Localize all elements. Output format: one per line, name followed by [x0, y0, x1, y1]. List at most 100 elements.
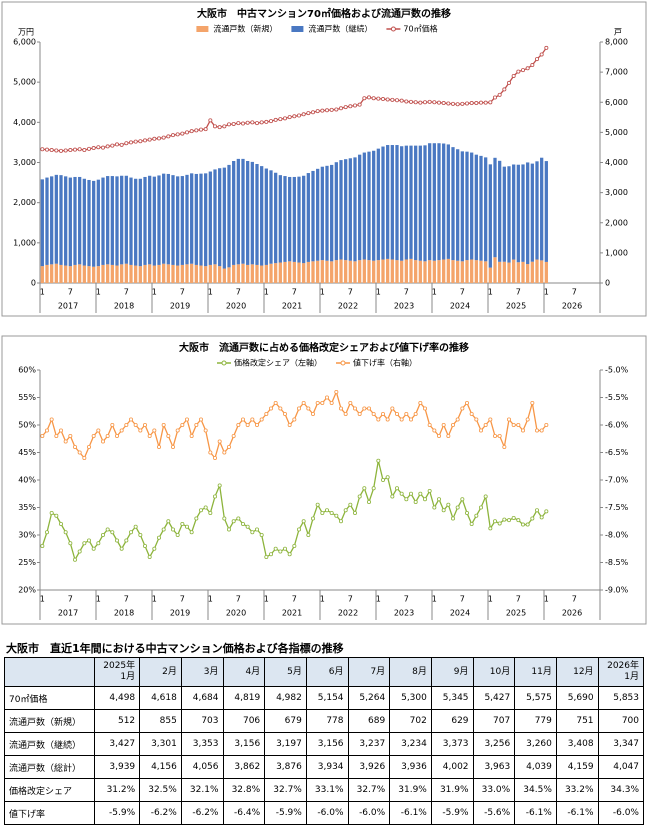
point [101, 439, 106, 444]
bar [474, 154, 478, 261]
point [310, 411, 315, 416]
point [422, 497, 427, 502]
point [184, 130, 189, 135]
bar [474, 260, 478, 283]
table-cell: 3,197 [264, 732, 307, 756]
point [180, 522, 185, 527]
point [82, 541, 87, 546]
point [385, 97, 390, 102]
bar [516, 262, 520, 283]
point [525, 66, 530, 71]
bar [302, 175, 306, 264]
point [268, 406, 273, 411]
table-cell: -6.1% [514, 801, 557, 825]
bar [120, 175, 124, 265]
row-label: 価格改定シェア [4, 778, 95, 802]
bar [456, 260, 460, 283]
bar [325, 165, 329, 261]
bar [442, 143, 446, 260]
x-tick-label: 1 [208, 288, 213, 297]
point [441, 101, 446, 106]
bar [484, 157, 488, 262]
y2-tick-label: 0 [605, 279, 610, 288]
table-cell: 3,427 [93, 732, 141, 756]
table-cell: 5,690 [555, 686, 599, 710]
bar [348, 260, 352, 283]
bar [339, 160, 343, 260]
column-header: 6月 [305, 657, 349, 687]
point [362, 406, 367, 411]
x-tick-label: 1 [208, 595, 213, 604]
point [49, 417, 54, 422]
point [366, 406, 371, 411]
point [362, 486, 367, 491]
bar [204, 173, 208, 267]
point [292, 417, 297, 422]
y2-tick-label: 7,000 [605, 68, 628, 77]
column-header: 9月 [430, 657, 474, 687]
bar [451, 147, 455, 261]
x-tick-label: 1 [376, 595, 381, 604]
table-cell: 4,982 [264, 686, 307, 710]
point [278, 117, 283, 122]
bar [227, 164, 231, 268]
legend-swatch [291, 26, 304, 32]
table-cell: -6.4% [222, 801, 266, 825]
x-group-label: 2024 [450, 609, 470, 618]
bar [255, 264, 259, 283]
bar [241, 263, 245, 283]
point [96, 541, 101, 546]
point [348, 104, 353, 109]
point [282, 546, 287, 551]
bar [358, 260, 362, 283]
point [478, 505, 483, 510]
bar [96, 266, 100, 283]
bar [50, 176, 54, 265]
bar [246, 264, 250, 283]
point [73, 147, 78, 152]
point [371, 411, 376, 416]
point [287, 422, 292, 427]
bar [358, 154, 362, 261]
bar [134, 178, 138, 266]
point [250, 417, 255, 422]
bar [334, 260, 338, 283]
point [115, 538, 120, 543]
bar [544, 261, 548, 283]
bar [535, 161, 539, 260]
table-cell: -5.9% [430, 801, 474, 825]
point [492, 519, 497, 524]
point [124, 538, 129, 543]
table-row: 流通戸数（継続） 3,427 3,301 3,353 3,156 3,197 3,156 3,… [4, 732, 645, 756]
point [464, 400, 469, 405]
x-tick-label: 7 [124, 288, 129, 297]
bar [213, 169, 217, 265]
point [40, 544, 45, 549]
bar [82, 265, 86, 283]
bar [64, 176, 68, 266]
point [54, 433, 59, 438]
bar [199, 265, 203, 283]
bar [115, 265, 119, 283]
point [138, 139, 143, 144]
point [264, 411, 269, 416]
bar [92, 266, 96, 283]
legend-marker [390, 26, 396, 32]
bar [423, 261, 427, 283]
point [245, 524, 250, 529]
point [432, 428, 437, 433]
table-cell: 32.7% [264, 778, 307, 802]
point [544, 509, 549, 514]
x-tick-label: 1 [432, 595, 437, 604]
point [156, 136, 161, 141]
point [73, 444, 78, 449]
point [194, 516, 199, 521]
x-group-label: 2018 [114, 609, 134, 618]
point [96, 428, 101, 433]
point [59, 428, 64, 433]
point [87, 444, 92, 449]
point [535, 57, 540, 62]
y2-tick-label: 1,000 [605, 248, 628, 257]
corner-cell [4, 657, 95, 687]
